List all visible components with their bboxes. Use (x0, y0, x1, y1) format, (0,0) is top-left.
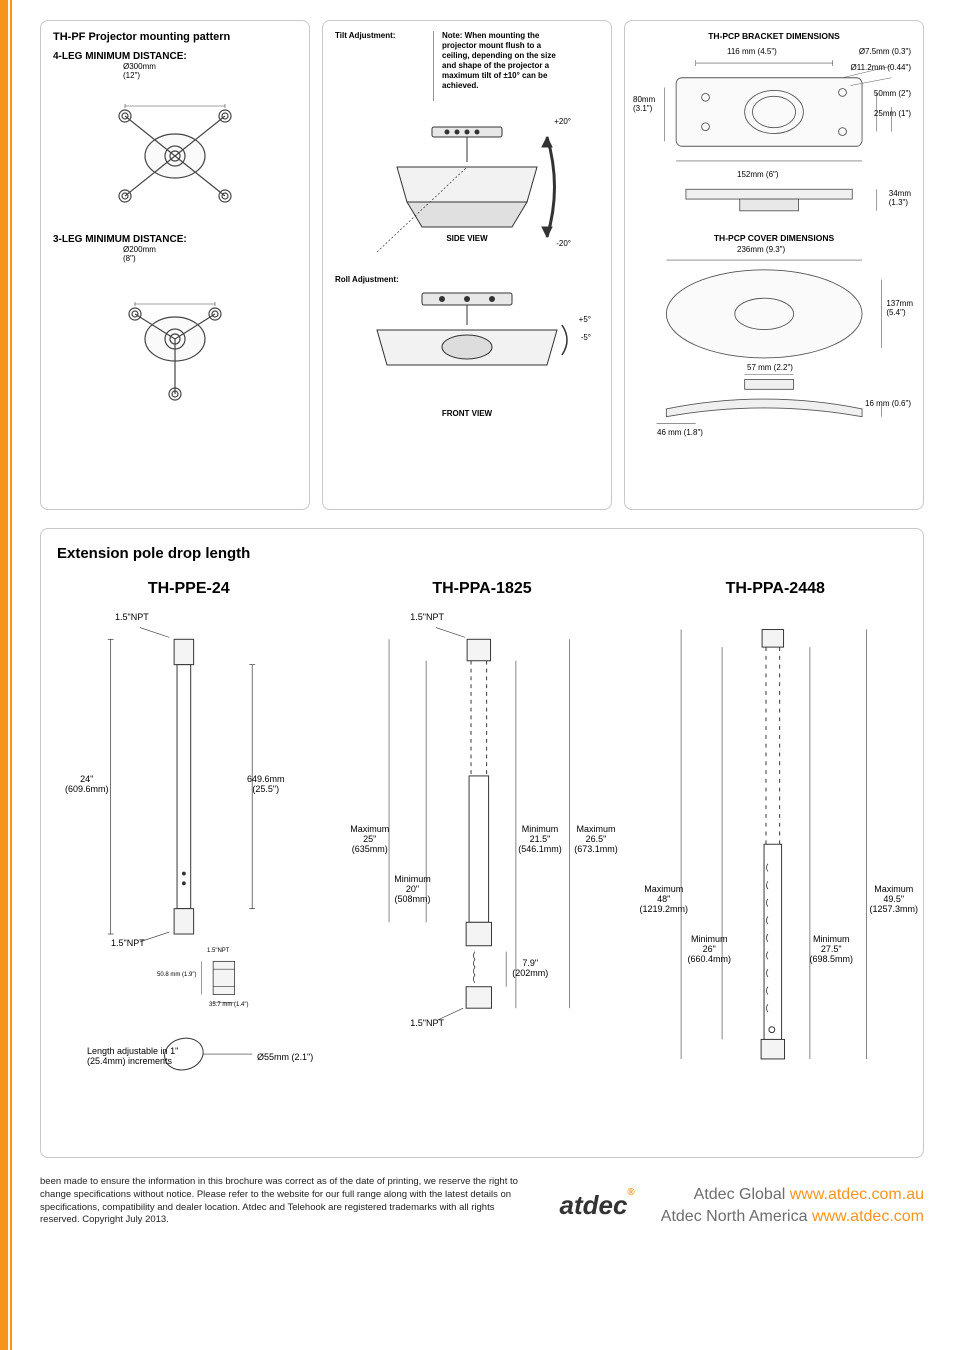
cov-46: 46 mm (1.8") (657, 428, 703, 437)
tiny-npt-0: 1.5"NPT (207, 948, 229, 954)
dim-80: 80mm (3.1") (633, 95, 655, 113)
dim-50: 50mm (2") (874, 89, 911, 98)
ext-col-ppa2448: TH-PPA-2448 (644, 580, 908, 1094)
ext-head-2: TH-PPA-2448 (644, 580, 908, 598)
min-outer-1: Minimum 20" (508mm) (394, 874, 431, 904)
npt-bot-0: 1.5"NPT (111, 938, 145, 948)
footer: been made to ensure the information in t… (40, 1176, 924, 1227)
roll-label: Roll Adjustment: (335, 275, 599, 285)
dim-116: 116 mm (4.5") (727, 47, 777, 56)
cov-16: 16 mm (0.6") (865, 399, 911, 408)
max-inner-2: Maximum 49.5" (1257.3mm) (870, 884, 919, 914)
link2-url[interactable]: www.atdec.com (812, 1208, 924, 1225)
link1-url[interactable]: www.atdec.com.au (790, 1186, 924, 1203)
min-outer-2: Minimum 26" (660.4mm) (688, 934, 732, 964)
left-dim-0: 24" (609.6mm) (65, 774, 109, 794)
roll-diagram: +5° -5° (335, 285, 599, 405)
dim-7-5: Ø7.5mm (0.3") (859, 47, 911, 56)
ring-h-0: 50.8 mm (1.9") (157, 972, 196, 978)
footer-links: Atdec Global www.atdec.com.au Atdec Nort… (661, 1184, 924, 1227)
panel-tilt-roll: Tilt Adjustment: Note: When mounting the… (322, 20, 612, 510)
ext-title: Extension pole drop length (57, 545, 907, 562)
tilt-diagram: +20° -20° SIDE VIEW (335, 107, 599, 267)
link1-label: Atdec Global (694, 1186, 790, 1203)
spider-4leg-diagram (95, 86, 255, 226)
dia-0: Ø55mm (2.1") (257, 1052, 313, 1062)
leg3-title: 3-LEG MINIMUM DISTANCE: (53, 234, 297, 245)
adjust-note-0: Length adjustable in 1" (25.4mm) increme… (87, 1046, 178, 1066)
max-inner-1: Maximum 26.5" (673.1mm) (574, 824, 618, 854)
cov-57: 57 mm (2.2") (747, 363, 793, 372)
footer-text: been made to ensure the information in t… (40, 1176, 520, 1227)
panel-extension-poles: Extension pole drop length TH-PPE-24 (40, 528, 924, 1158)
tilt-note: Note: When mounting the projector mount … (442, 31, 562, 101)
cover-side-view: 57 mm (2.2") 16 mm (0.6") 46 mm (1.8") (637, 369, 911, 439)
right-dim-0: 649.6mm (25.5") (247, 774, 285, 794)
side-view-label: SIDE VIEW (335, 234, 599, 243)
leg3-dim: Ø200mm (8") (123, 245, 297, 263)
npt-bot-1: 1.5"NPT (410, 1018, 444, 1028)
front-view-label: FRONT VIEW (335, 409, 599, 418)
link2-label: Atdec North America (661, 1208, 812, 1225)
min-inner-2: Minimum 27.5" (698.5mm) (810, 934, 854, 964)
ext-head-0: TH-PPE-24 (57, 580, 321, 598)
roll-plus: +5° (579, 315, 591, 325)
cov-236: 236mm (9.3") (737, 245, 785, 254)
npt-top-1: 1.5"NPT (410, 612, 444, 622)
top-row: TH-PF Projector mounting pattern 4-LEG M… (40, 20, 924, 510)
ext-col-ppa1825: TH-PPA-1825 (350, 580, 614, 1094)
ext-head-1: TH-PPA-1825 (350, 580, 614, 598)
leg4-dim: Ø300mm (12") (123, 62, 297, 80)
tilt-plus: +20° (554, 117, 571, 127)
max-outer-1: Maximum 25" (635mm) (350, 824, 389, 854)
roll-minus: -5° (581, 333, 591, 343)
ring-w-0: 35.7 mm (1.4") (209, 1002, 248, 1008)
cover-title: TH-PCP COVER DIMENSIONS (637, 233, 911, 243)
panel-dimensions: TH-PCP BRACKET DIMENSIONS (624, 20, 924, 510)
bracket-top-view: 116 mm (4.5") Ø7.5mm (0.3") Ø11.2mm (0.4… (637, 47, 911, 177)
max-outer-2: Maximum 48" (1219.2mm) (640, 884, 689, 914)
panel-mounting-pattern: TH-PF Projector mounting pattern 4-LEG M… (40, 20, 310, 510)
cover-top-view: 236mm (9.3") 137mm (5.4") (637, 249, 911, 369)
min-inner-1: Minimum 21.5" (546.1mm) (518, 824, 562, 854)
atdec-logo: atdec® (559, 1190, 634, 1221)
slot-1: 7.9" (202mm) (512, 958, 548, 978)
spider-3leg-diagram (95, 269, 255, 419)
ext-col-ppe24: TH-PPE-24 (57, 580, 321, 1094)
bracket-side-view: 34mm (1.3") (637, 177, 911, 227)
tilt-label: Tilt Adjustment: (335, 31, 425, 101)
orange-side-bar (0, 0, 8, 1350)
mounting-title: TH-PF Projector mounting pattern (53, 31, 297, 43)
dim-25: 25mm (1") (874, 109, 911, 118)
dim-11-2: Ø11.2mm (0.44") (851, 63, 912, 72)
cov-137: 137mm (5.4") (886, 299, 913, 317)
bracket-title: TH-PCP BRACKET DIMENSIONS (637, 31, 911, 41)
leg4-title: 4-LEG MINIMUM DISTANCE: (53, 51, 297, 62)
npt-top-0: 1.5"NPT (115, 612, 149, 622)
dim-34: 34mm (1.3") (889, 189, 911, 207)
